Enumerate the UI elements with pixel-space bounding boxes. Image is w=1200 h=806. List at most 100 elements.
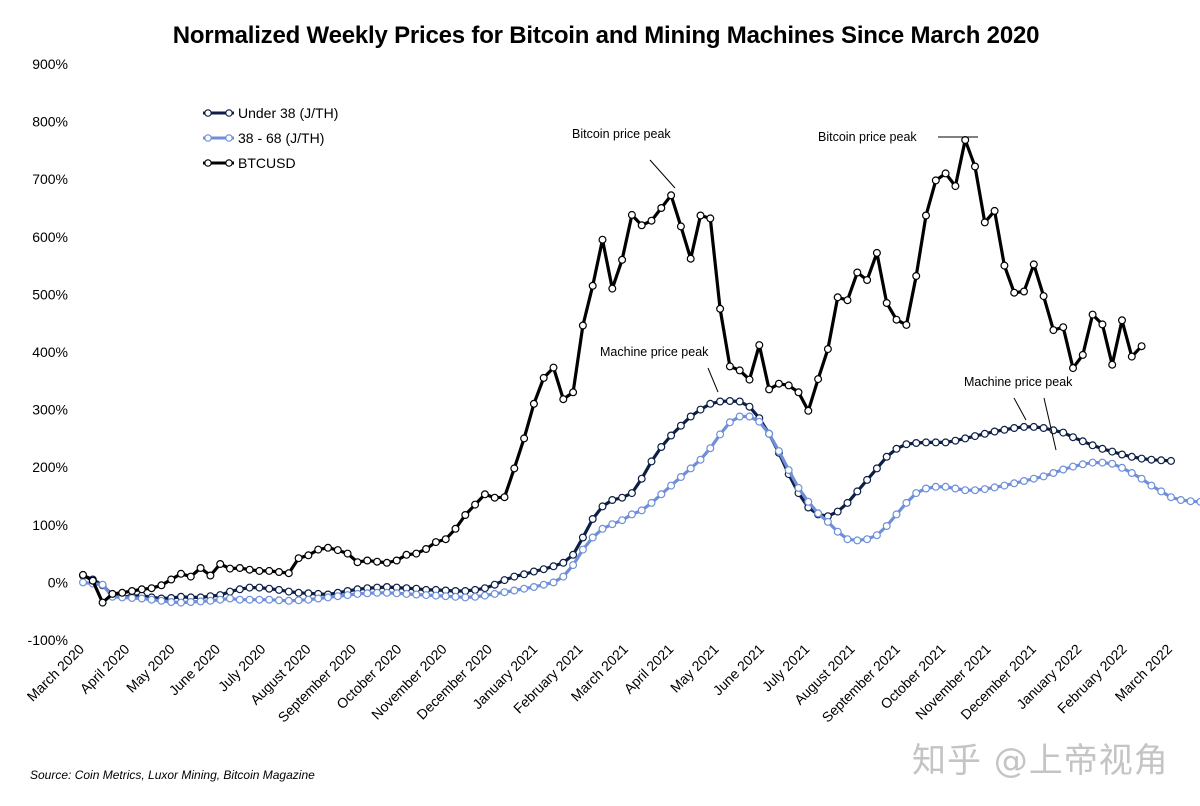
data-point xyxy=(1019,477,1028,486)
data-point xyxy=(1019,287,1028,296)
legend-entry-38-68: 38 - 68 (J/TH) xyxy=(203,130,324,146)
data-point xyxy=(745,402,754,411)
data-point xyxy=(676,222,685,231)
data-point xyxy=(216,595,225,604)
data-point xyxy=(980,429,989,438)
annotation-label: Machine price peak xyxy=(600,345,709,359)
data-point xyxy=(951,182,960,191)
data-point xyxy=(735,366,744,375)
data-point xyxy=(1078,350,1087,359)
series-line-btcusd xyxy=(82,138,1143,605)
data-point xyxy=(990,206,999,215)
data-point xyxy=(637,506,646,515)
data-point xyxy=(382,558,391,567)
data-point xyxy=(520,584,529,593)
data-point xyxy=(1088,441,1097,450)
data-point xyxy=(569,550,578,559)
data-point xyxy=(333,546,342,555)
data-point xyxy=(716,430,725,439)
data-point xyxy=(284,569,293,578)
data-point xyxy=(921,211,930,220)
data-point xyxy=(196,563,205,572)
annotations: Bitcoin price peak Bitcoin price peak Mach… xyxy=(572,127,1073,451)
data-point xyxy=(784,466,793,475)
data-point xyxy=(1117,450,1126,459)
data-point xyxy=(177,569,186,578)
data-point xyxy=(441,535,450,544)
data-point xyxy=(1147,455,1156,464)
data-point xyxy=(1166,493,1175,502)
data-point xyxy=(343,549,352,558)
chart-title: Normalized Weekly Prices for Bitcoin and… xyxy=(172,22,1040,49)
data-point xyxy=(1078,460,1087,469)
data-point xyxy=(755,417,764,426)
data-point xyxy=(578,545,587,554)
legend-entry-btcusd: BTCUSD xyxy=(203,155,296,171)
data-point xyxy=(1147,481,1156,490)
data-point xyxy=(1186,497,1195,506)
data-point xyxy=(1176,496,1185,505)
data-point xyxy=(980,218,989,227)
data-point xyxy=(559,572,568,581)
data-point xyxy=(157,581,166,590)
data-point xyxy=(569,388,578,397)
legend-marker xyxy=(204,159,212,167)
data-point xyxy=(921,438,930,447)
x-tick-label: September 2020 xyxy=(275,641,360,726)
data-point xyxy=(765,429,774,438)
data-point xyxy=(951,436,960,445)
data-point xyxy=(833,527,842,536)
data-point xyxy=(921,484,930,493)
data-point xyxy=(500,493,509,502)
y-tick-label: 100% xyxy=(32,517,68,533)
data-point xyxy=(510,572,519,581)
y-tick-label: 700% xyxy=(32,171,68,187)
data-point xyxy=(725,362,734,371)
watermark: 知乎 @上帝视角 xyxy=(912,741,1169,781)
data-point xyxy=(774,379,783,388)
data-point xyxy=(265,566,274,575)
data-point xyxy=(725,418,734,427)
data-point xyxy=(128,586,137,595)
y-tick-label: -100% xyxy=(28,632,68,648)
data-point xyxy=(265,584,274,593)
data-point xyxy=(412,590,421,599)
data-point xyxy=(931,482,940,491)
data-point xyxy=(1157,456,1166,465)
data-point xyxy=(961,486,970,495)
annotation-4: Machine price peak xyxy=(964,375,1073,451)
data-point xyxy=(853,268,862,277)
data-point xyxy=(510,464,519,473)
data-point xyxy=(902,498,911,507)
data-point xyxy=(235,595,244,604)
data-point xyxy=(500,576,509,585)
data-point xyxy=(1059,428,1068,437)
annotation-label: Bitcoin price peak xyxy=(818,130,917,144)
data-point xyxy=(725,397,734,406)
data-point xyxy=(480,490,489,499)
data-point xyxy=(823,345,832,354)
data-point xyxy=(872,248,881,257)
data-point xyxy=(441,592,450,601)
data-point xyxy=(353,589,362,598)
data-point xyxy=(990,483,999,492)
data-point xyxy=(588,281,597,290)
data-point xyxy=(569,561,578,570)
data-point xyxy=(98,598,107,607)
x-tick-label: March 2020 xyxy=(24,641,88,705)
data-point xyxy=(745,412,754,421)
data-point xyxy=(1068,462,1077,471)
data-point xyxy=(255,595,264,604)
annotation-leader xyxy=(707,367,719,393)
data-point xyxy=(1029,422,1038,431)
data-point xyxy=(451,592,460,601)
data-point xyxy=(255,583,264,592)
data-point xyxy=(1196,497,1200,506)
data-point xyxy=(549,578,558,587)
data-point xyxy=(853,536,862,545)
data-point xyxy=(529,582,538,591)
data-point xyxy=(843,296,852,305)
legend-label: Under 38 (J/TH) xyxy=(238,105,338,121)
data-point xyxy=(539,580,548,589)
data-point xyxy=(549,363,558,372)
